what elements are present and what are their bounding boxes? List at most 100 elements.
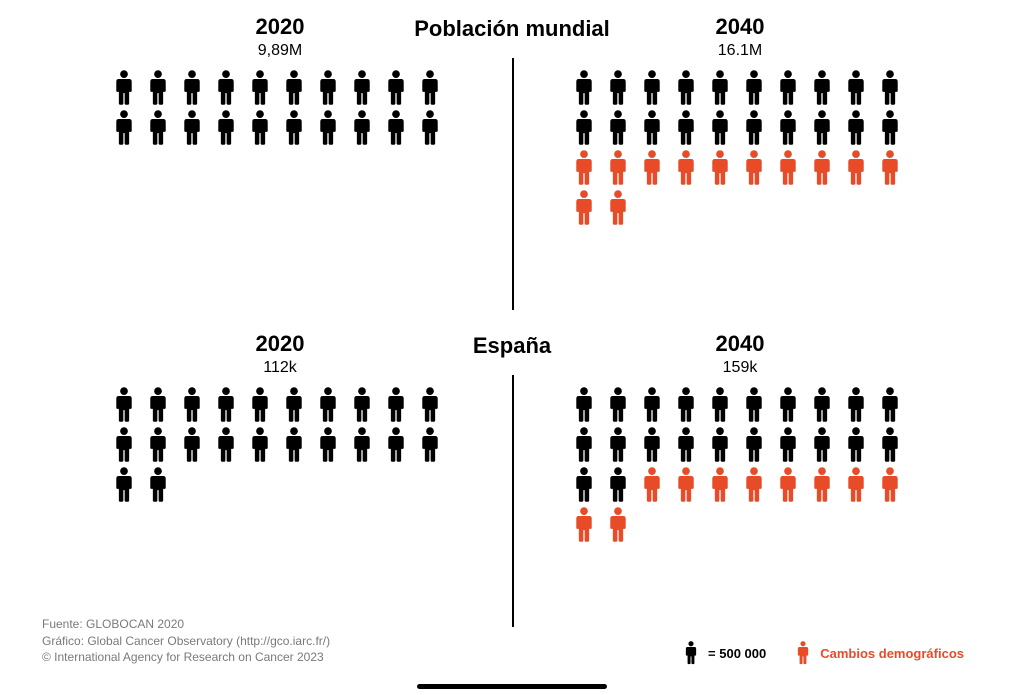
person-icon	[740, 150, 768, 186]
person-icon	[178, 70, 206, 106]
legend-base-label: = 500 000	[708, 646, 766, 661]
icon-row	[570, 150, 910, 186]
value-label: 16.1M	[570, 42, 910, 60]
person-icon	[246, 110, 274, 146]
person-icon	[604, 467, 632, 503]
person-icon	[144, 467, 172, 503]
icon-row	[110, 427, 450, 463]
year-label: 2020	[110, 14, 450, 40]
person-icon	[110, 427, 138, 463]
person-icon	[314, 70, 342, 106]
person-icon	[604, 150, 632, 186]
person-icon	[570, 150, 598, 186]
person-icon	[638, 387, 666, 423]
person-icon	[110, 70, 138, 106]
person-icon	[212, 427, 240, 463]
icon-grid	[570, 387, 910, 543]
person-icon	[416, 387, 444, 423]
person-icon	[416, 110, 444, 146]
person-icon	[382, 427, 410, 463]
person-icon	[570, 110, 598, 146]
year-label: 2020	[110, 331, 450, 357]
person-icon	[280, 387, 308, 423]
icon-row	[110, 467, 450, 503]
person-icon	[706, 387, 734, 423]
person-icon	[570, 70, 598, 106]
person-icon	[740, 70, 768, 106]
person-icon	[774, 467, 802, 503]
person-icon	[178, 427, 206, 463]
person-icon	[876, 70, 904, 106]
person-icon	[604, 190, 632, 226]
divider-spain	[512, 375, 514, 627]
panel-2040-right: 2040159k	[570, 331, 910, 547]
person-icon	[808, 467, 836, 503]
person-icon	[774, 387, 802, 423]
person-icon	[740, 110, 768, 146]
person-icon	[638, 110, 666, 146]
person-icon	[672, 387, 700, 423]
icon-row	[110, 70, 450, 106]
footer-line-1: Fuente: GLOBOCAN 2020	[42, 616, 330, 632]
person-icon	[416, 427, 444, 463]
icon-row	[110, 387, 450, 423]
person-icon	[178, 110, 206, 146]
person-icon	[774, 427, 802, 463]
person-icon	[706, 70, 734, 106]
icon-grid	[110, 70, 450, 146]
icon-row	[570, 110, 910, 146]
person-icon	[144, 387, 172, 423]
person-icon	[348, 70, 376, 106]
footer-line-2: Gráfico: Global Cancer Observatory (http…	[42, 633, 330, 649]
legend-change-label: Cambios demográficos	[820, 646, 964, 661]
person-icon	[672, 427, 700, 463]
person-icon	[246, 387, 274, 423]
infographic-root: { "type": "infographic-pictogram", "dime…	[0, 0, 1024, 695]
person-icon	[706, 110, 734, 146]
person-icon	[808, 150, 836, 186]
person-icon	[314, 387, 342, 423]
person-icon	[774, 150, 802, 186]
person-icon	[570, 387, 598, 423]
person-icon	[740, 427, 768, 463]
legend: = 500 000 Cambios demográficos	[682, 641, 964, 665]
person-icon	[570, 467, 598, 503]
icon-row	[570, 467, 910, 503]
person-icon	[144, 110, 172, 146]
person-icon	[794, 641, 812, 665]
person-icon	[842, 150, 870, 186]
person-icon	[570, 190, 598, 226]
person-icon	[144, 427, 172, 463]
divider-world	[512, 58, 514, 310]
person-icon	[382, 387, 410, 423]
person-icon	[280, 427, 308, 463]
value-label: 112k	[110, 359, 450, 377]
person-icon	[808, 110, 836, 146]
person-icon	[348, 427, 376, 463]
person-icon	[638, 150, 666, 186]
person-icon	[604, 427, 632, 463]
person-icon	[570, 427, 598, 463]
person-icon	[110, 387, 138, 423]
icon-row	[570, 190, 910, 226]
legend-base: = 500 000	[682, 641, 766, 665]
person-icon	[672, 467, 700, 503]
person-icon	[672, 150, 700, 186]
person-icon	[876, 110, 904, 146]
person-icon	[808, 427, 836, 463]
person-icon	[740, 387, 768, 423]
person-icon	[280, 70, 308, 106]
person-icon	[808, 70, 836, 106]
panel-2020-left: 2020 112k	[110, 331, 450, 507]
person-icon	[672, 70, 700, 106]
person-icon	[876, 467, 904, 503]
person-icon	[348, 387, 376, 423]
person-icon	[314, 427, 342, 463]
icon-row	[570, 387, 910, 423]
person-icon	[246, 427, 274, 463]
person-icon	[382, 70, 410, 106]
person-icon	[348, 110, 376, 146]
person-icon	[212, 387, 240, 423]
icon-row	[570, 70, 910, 106]
person-icon	[672, 110, 700, 146]
